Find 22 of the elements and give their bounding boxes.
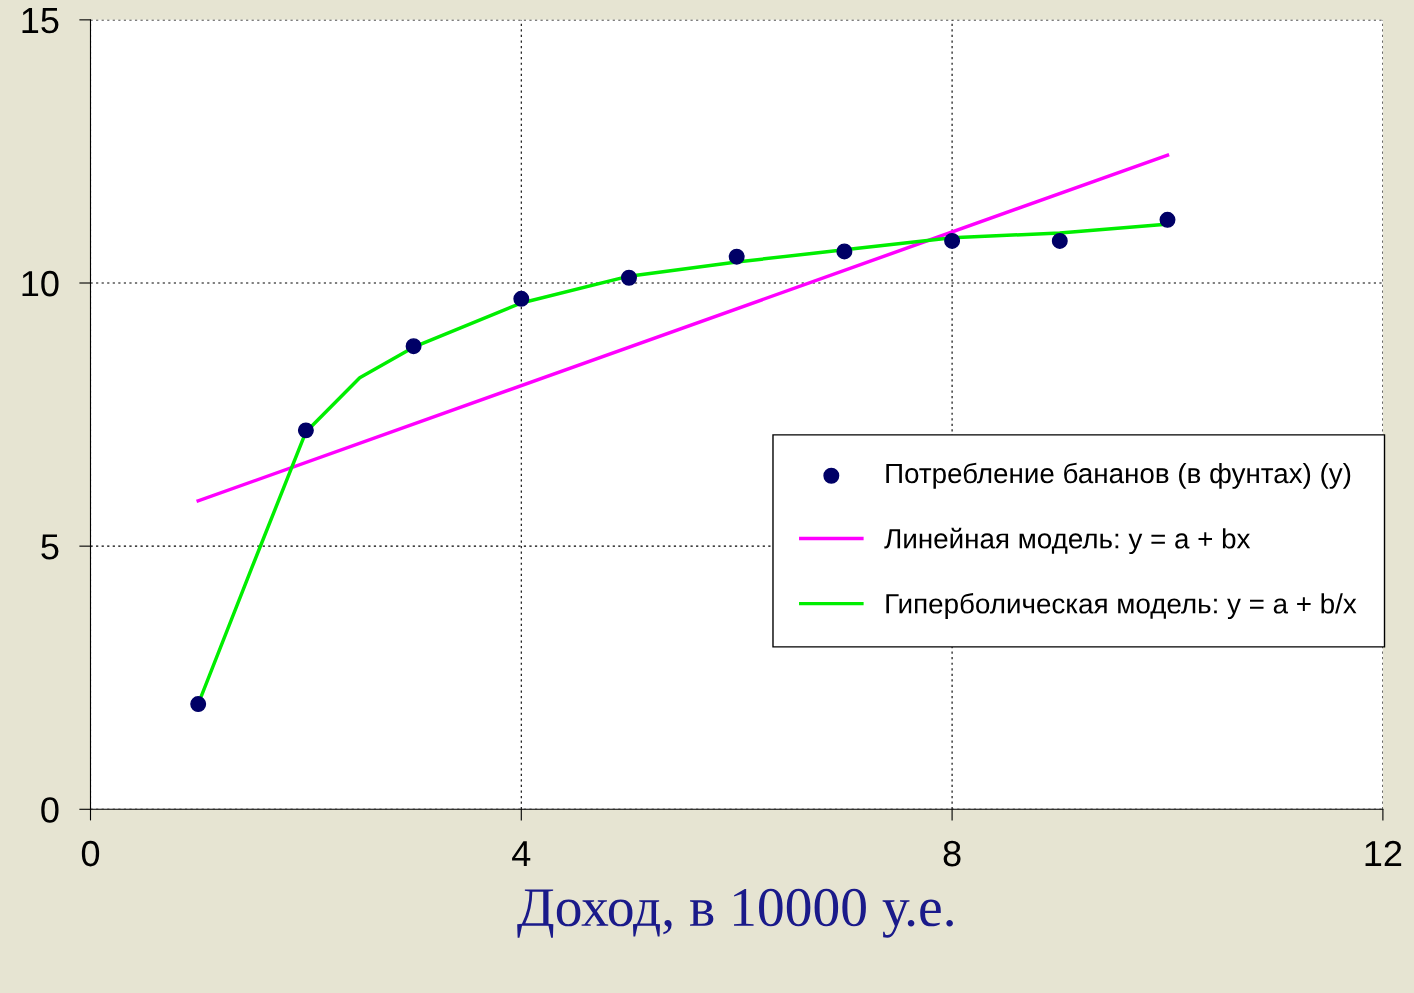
y-tick-label: 10 xyxy=(22,270,59,297)
point xyxy=(513,290,530,307)
legend-label: Потребление бананов (в фунтах) (y) xyxy=(886,462,1351,489)
x-tick-label: 8 xyxy=(943,840,961,867)
point xyxy=(1159,211,1176,228)
x-axis-title: Доход, в 10000 у.е. xyxy=(517,888,953,938)
x-tick-label: 4 xyxy=(512,841,531,867)
legend-label: Гиперболическая модель: y = a + b/x xyxy=(886,592,1357,620)
y-tick-label: 0 xyxy=(41,797,59,823)
legend-label: Линейная модель: y = a + bx xyxy=(884,527,1251,555)
y-tick-label: 15 xyxy=(22,8,59,34)
point xyxy=(297,422,314,439)
x-tick-label: 0 xyxy=(81,840,100,867)
point xyxy=(728,248,745,265)
point xyxy=(190,696,207,713)
point xyxy=(836,243,853,260)
x-tick-label: 12 xyxy=(1365,840,1402,867)
point xyxy=(621,269,637,286)
y-tick-label: 5 xyxy=(41,534,59,560)
point xyxy=(405,338,422,355)
point xyxy=(944,232,961,249)
point xyxy=(1051,232,1068,249)
